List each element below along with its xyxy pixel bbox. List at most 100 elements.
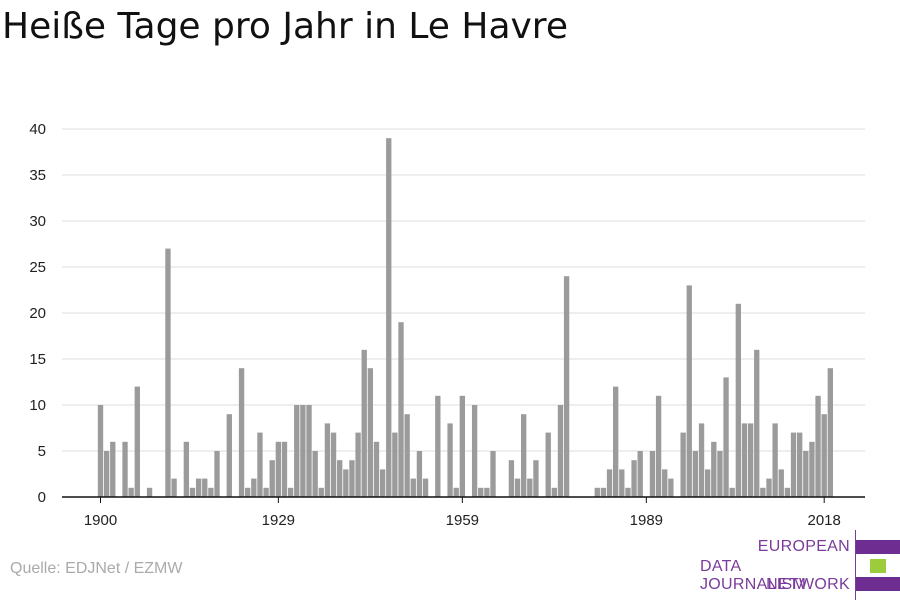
logo-line-3: NETWORK bbox=[766, 576, 850, 593]
bar-2017 bbox=[815, 395, 821, 497]
bar-1919 bbox=[214, 451, 220, 497]
bar-1918 bbox=[208, 487, 214, 497]
bar-1973 bbox=[545, 432, 551, 497]
bar-1926 bbox=[257, 432, 263, 497]
bar-2019 bbox=[827, 368, 833, 497]
bar-1902 bbox=[110, 441, 116, 497]
x-tick-label-1989: 1989 bbox=[630, 512, 663, 529]
logo-bar-green bbox=[870, 559, 886, 573]
bar-2014 bbox=[796, 432, 803, 497]
bar-1931 bbox=[287, 487, 294, 497]
bar-1950 bbox=[404, 414, 410, 497]
bar-2005 bbox=[741, 423, 748, 497]
bar-1930 bbox=[281, 441, 288, 497]
edjnet-logo: EUROPEAN DATA JOURNALISM NETWORK bbox=[700, 530, 900, 600]
logo-divider bbox=[855, 530, 856, 600]
bar-2012 bbox=[784, 487, 791, 497]
bar-1946 bbox=[379, 469, 386, 497]
bar-1936 bbox=[318, 487, 324, 497]
bar-1947 bbox=[386, 138, 392, 497]
bar-1916 bbox=[195, 478, 202, 497]
bar-1990 bbox=[649, 451, 656, 497]
logo-line-2: DATA JOURNALISM bbox=[700, 558, 807, 593]
bar-1900 bbox=[97, 405, 104, 497]
bar-1961 bbox=[471, 405, 478, 497]
bar-1927 bbox=[263, 487, 269, 497]
logo-bar-purple-bottom bbox=[856, 577, 900, 591]
y-tick-label-40: 40 bbox=[29, 121, 46, 138]
bar-2008 bbox=[760, 487, 766, 497]
bar-1968 bbox=[514, 478, 521, 497]
bar-1963 bbox=[484, 487, 490, 497]
bar-2006 bbox=[747, 423, 754, 497]
bar-1982 bbox=[600, 487, 607, 497]
x-tick-label-1900: 1900 bbox=[84, 512, 117, 529]
y-tick-label-30: 30 bbox=[29, 213, 46, 230]
bar-1953 bbox=[422, 478, 429, 497]
bar-1964 bbox=[490, 451, 496, 497]
bar-1921 bbox=[226, 414, 232, 497]
bar-1939 bbox=[337, 460, 343, 497]
bar-2001 bbox=[717, 451, 723, 497]
bar-1983 bbox=[606, 469, 613, 497]
bar-1941 bbox=[349, 460, 355, 497]
y-tick-label-15: 15 bbox=[29, 351, 46, 368]
bar-1995 bbox=[680, 432, 686, 497]
bar-1908 bbox=[146, 487, 153, 497]
bar-1911 bbox=[165, 248, 171, 497]
bar-2002 bbox=[723, 377, 729, 497]
bar-1985 bbox=[619, 469, 625, 497]
bar-1958 bbox=[453, 487, 459, 497]
bar-1969 bbox=[521, 414, 527, 497]
bar-1934 bbox=[306, 405, 312, 497]
bar-2007 bbox=[754, 349, 760, 497]
bar-1924 bbox=[245, 487, 251, 497]
bar-1975 bbox=[557, 405, 564, 497]
bar-1914 bbox=[183, 441, 190, 497]
chart-title: Heiße Tage pro Jahr in Le Havre bbox=[2, 6, 568, 47]
bar-1937 bbox=[324, 423, 331, 497]
bar-1928 bbox=[269, 460, 275, 497]
bar-1905 bbox=[128, 487, 134, 497]
bar-1951 bbox=[410, 478, 416, 497]
logo-line-1: EUROPEAN bbox=[757, 538, 850, 555]
bar-1987 bbox=[631, 460, 637, 497]
bar-1906 bbox=[134, 386, 140, 497]
bar-1976 bbox=[563, 276, 570, 497]
bar-1974 bbox=[551, 487, 558, 497]
bar-1957 bbox=[447, 423, 453, 497]
bar-1955 bbox=[435, 395, 441, 497]
bar-1967 bbox=[508, 460, 515, 497]
bar-1959 bbox=[459, 395, 466, 497]
bar-1986 bbox=[625, 487, 631, 497]
bar-1943 bbox=[361, 349, 367, 497]
y-tick-label-35: 35 bbox=[29, 167, 46, 184]
bar-1981 bbox=[594, 487, 600, 497]
bar-1940 bbox=[343, 469, 349, 497]
y-tick-label-20: 20 bbox=[29, 305, 46, 322]
bar-2003 bbox=[729, 487, 735, 497]
bar-1992 bbox=[662, 469, 668, 497]
bar-1993 bbox=[668, 478, 674, 497]
bar-2010 bbox=[772, 423, 778, 497]
bar-1948 bbox=[392, 432, 398, 497]
bar-1915 bbox=[189, 487, 196, 497]
bar-2013 bbox=[790, 432, 797, 497]
bar-2000 bbox=[711, 441, 717, 497]
x-tick-label-1929: 1929 bbox=[262, 512, 295, 529]
bar-1917 bbox=[202, 478, 208, 497]
bar-2009 bbox=[766, 478, 772, 497]
bar-1984 bbox=[613, 386, 619, 497]
bar-2016 bbox=[809, 441, 815, 497]
bar-1996 bbox=[686, 285, 692, 497]
bar-2015 bbox=[803, 451, 809, 497]
bar-1952 bbox=[416, 451, 423, 497]
bar-1999 bbox=[705, 469, 711, 497]
bar-1991 bbox=[655, 395, 662, 497]
bar-1945 bbox=[373, 441, 380, 497]
bar-1929 bbox=[275, 441, 282, 497]
bar-1949 bbox=[398, 322, 404, 497]
bar-2004 bbox=[735, 303, 741, 497]
bar-1970 bbox=[527, 478, 533, 497]
